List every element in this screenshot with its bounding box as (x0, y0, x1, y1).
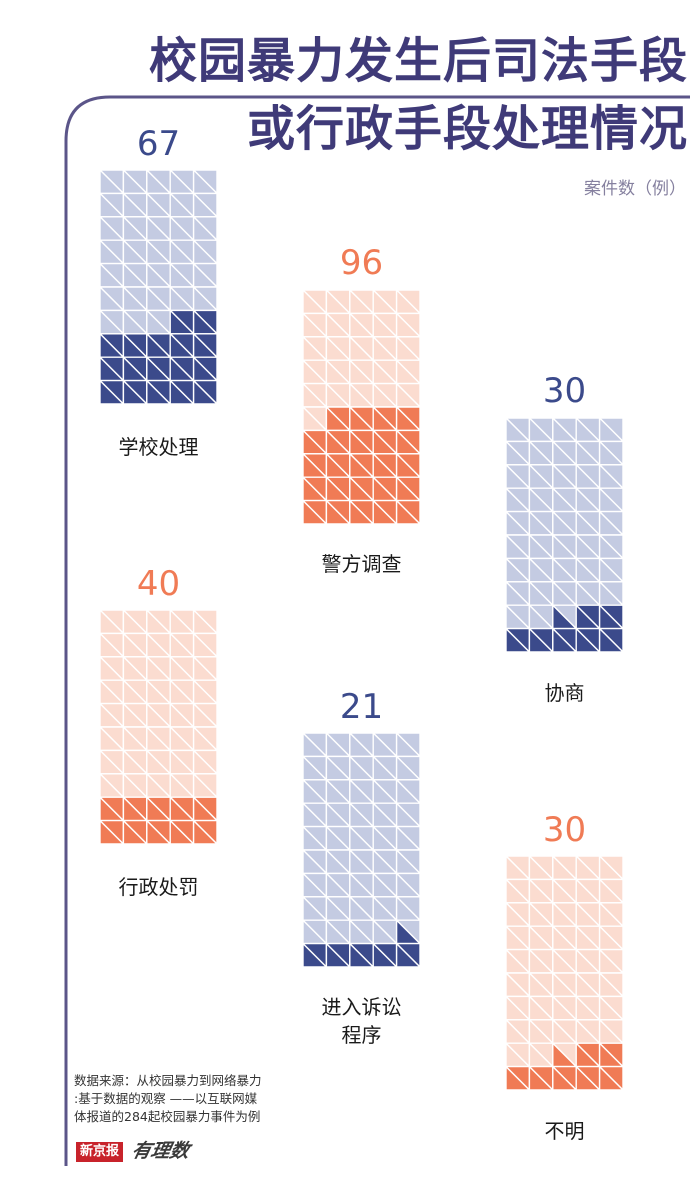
waffle-cell-filled (192, 819, 218, 845)
value-label: 96 (339, 243, 384, 283)
category-label: 进入诉讼 程序 (321, 995, 402, 1047)
value-label: 30 (542, 810, 587, 850)
category-label: 学校处理 (118, 435, 199, 459)
waffle-cell-filled (99, 819, 125, 845)
waffle-cell-filled (122, 379, 148, 405)
waffle-grid (505, 855, 624, 1091)
value-label: 21 (339, 687, 384, 727)
waffle-cell-filled (395, 499, 421, 525)
newspaper-logo: 新京报 (76, 1142, 124, 1162)
waffle-cell-filled (122, 819, 148, 845)
waffle-cell-filled (372, 499, 398, 525)
waffle-cell-filled (302, 942, 328, 968)
waffle-cell-filled (349, 942, 374, 968)
column-logo: 有理数 (129, 1140, 192, 1162)
unit-label: 案件数（例） (584, 179, 686, 199)
category-label: 行政处罚 (118, 875, 199, 899)
waffle-cell-filled (552, 627, 577, 653)
source-note: 数据来源：从校园暴力到网络暴力 :基于数据的观察 ——以互联网媒 体报道的284… (74, 1073, 262, 1124)
value-label: 67 (136, 124, 181, 164)
waffle-cell-filled (528, 627, 554, 653)
waffle-cell-filled (325, 499, 351, 525)
chart-title-line-2: 或行政手段处理情况 (246, 101, 688, 157)
waffle-cell-filled (169, 379, 195, 405)
waffle-cell-filled (598, 1065, 624, 1091)
value-label: 30 (542, 371, 587, 411)
waffle-cell-filled (505, 627, 531, 653)
category-label: 协商 (544, 681, 585, 705)
waffle-grid (302, 289, 421, 525)
waffle-cell-filled (528, 1065, 554, 1091)
waffle-cell-filled (598, 627, 624, 653)
waffle-cell-filled (505, 1065, 531, 1091)
waffle-grid (505, 417, 624, 653)
waffle-cell-filled (395, 942, 421, 968)
chart-title-line-1: 校园暴力发生后司法手段 (148, 33, 688, 89)
waffle-cell-filled (575, 627, 601, 653)
waffle-cell-filled (146, 819, 171, 845)
waffle-cell-filled (372, 942, 398, 968)
value-label: 40 (136, 564, 181, 604)
waffle-grid (99, 609, 218, 845)
category-label: 不明 (544, 1119, 585, 1143)
waffle-cell-filled (169, 819, 195, 845)
waffle-grid (302, 732, 421, 968)
category-label: 警方调查 (321, 552, 402, 576)
waffle-cell-filled (146, 379, 171, 405)
waffle-cell-filled (192, 379, 218, 405)
waffle-cell-filled (575, 1065, 601, 1091)
waffle-grid (99, 169, 218, 405)
waffle-cell-filled (302, 499, 328, 525)
waffle-cell-filled (552, 1065, 577, 1091)
waffle-cell-filled (325, 942, 351, 968)
waffle-cell-filled (349, 499, 374, 525)
waffle-cell-filled (99, 379, 125, 405)
